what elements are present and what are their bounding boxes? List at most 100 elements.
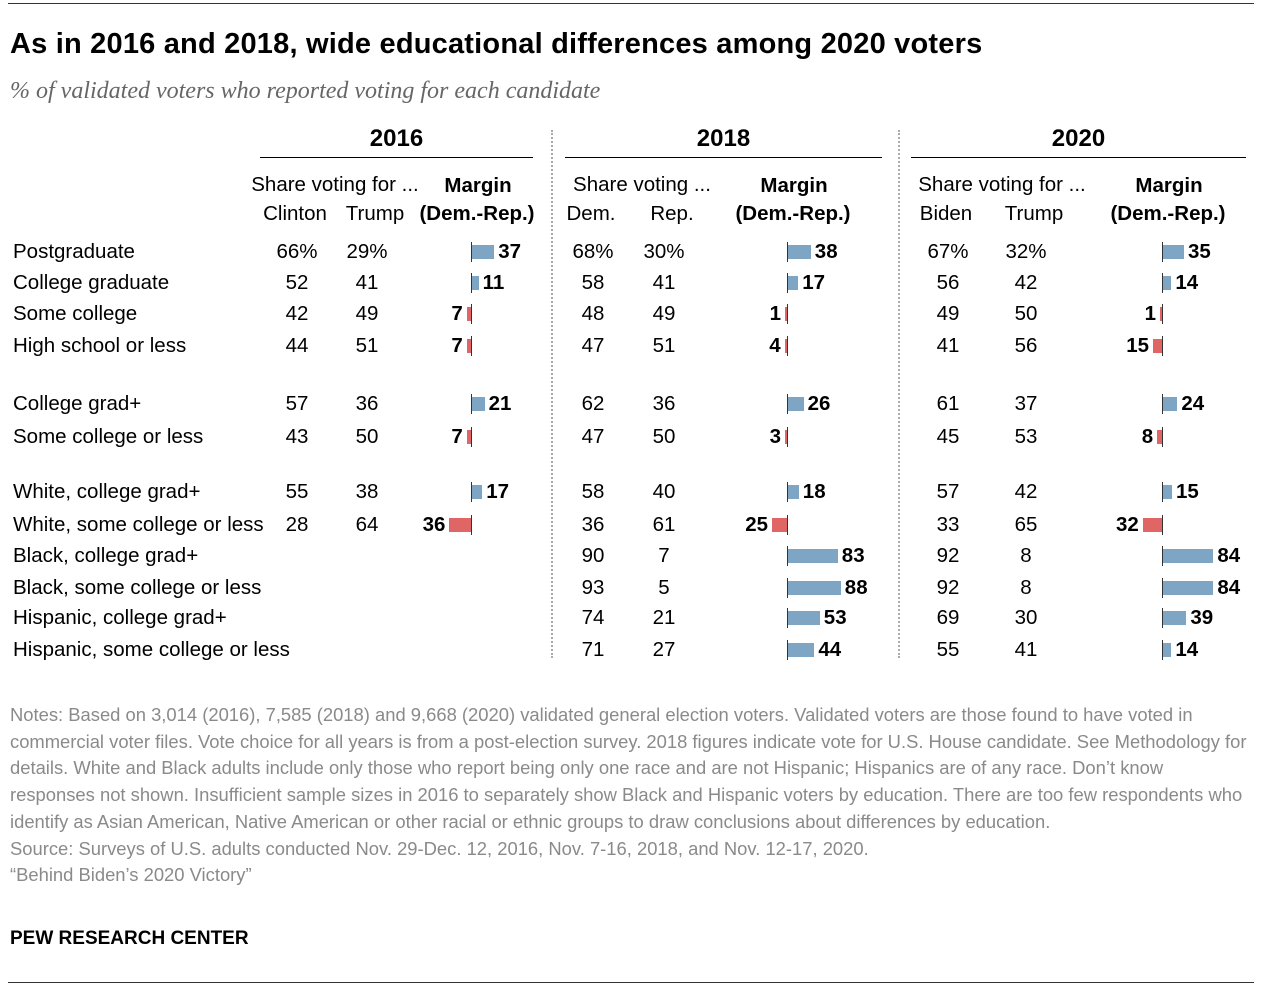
margin-bar-dem	[1163, 397, 1178, 411]
margin-axis	[471, 336, 472, 356]
margin-value: 21	[488, 392, 512, 415]
row-label: Some college or less	[13, 425, 204, 448]
margin-value: 24	[1181, 392, 1205, 415]
dem-share: 56	[936, 271, 960, 294]
margin-axis	[787, 640, 788, 660]
row-label: Hispanic, college grad+	[13, 606, 227, 629]
margin-bar-rep	[785, 307, 787, 321]
margin-value: 4	[769, 334, 781, 357]
dem-share: 92	[936, 544, 960, 567]
rep-share: 50	[355, 425, 379, 448]
margin-axis	[1162, 546, 1163, 566]
row-label: Some college	[13, 302, 138, 325]
dem-share: 57	[285, 392, 309, 415]
margin-value: 53	[823, 606, 847, 629]
margin-axis	[787, 608, 788, 628]
margin-value: 25	[745, 513, 768, 536]
margin-value: 7	[451, 302, 463, 325]
rep-column-header: Trump	[345, 202, 405, 225]
rep-share: 41	[652, 271, 676, 294]
dem-share: 49	[936, 302, 960, 325]
margin-value: 1	[769, 302, 781, 325]
margin-bar-rep	[772, 518, 787, 532]
rep-share: 56	[1014, 334, 1038, 357]
rep-share: 49	[652, 302, 676, 325]
rep-share: 5	[658, 576, 670, 599]
margin-value: 38	[814, 240, 838, 263]
dem-share: 71	[581, 638, 605, 661]
rep-share: 27	[652, 638, 676, 661]
margin-bar-dem	[788, 549, 838, 563]
rep-share: 36	[652, 392, 676, 415]
margin-value: 7	[451, 425, 463, 448]
row-label: Postgraduate	[13, 240, 135, 263]
margin-bar-dem	[788, 397, 804, 411]
chart-title: As in 2016 and 2018, wide educational di…	[10, 28, 983, 60]
row-label: College grad+	[13, 392, 142, 415]
margin-bar-rep	[1160, 307, 1162, 321]
row-label: Black, some college or less	[13, 576, 262, 599]
margin-axis	[787, 482, 788, 502]
rep-share: 40	[652, 480, 676, 503]
rep-share: 36	[355, 392, 379, 415]
margin-value: 35	[1188, 240, 1211, 263]
margin-bar-rep	[785, 430, 787, 444]
column-separator	[898, 130, 900, 658]
margin-axis	[471, 242, 472, 262]
margin-bar-dem	[1163, 549, 1214, 563]
margin-axis	[787, 515, 788, 535]
margin-bar-rep	[1153, 339, 1162, 353]
dem-share: 61	[936, 392, 960, 415]
margin-bar-dem	[788, 581, 841, 595]
row-label: White, some college or less	[13, 513, 264, 536]
margin-axis	[1162, 515, 1163, 535]
margin-bar-rep	[449, 518, 471, 532]
rep-share: 65	[1014, 513, 1038, 536]
margin-axis	[787, 336, 788, 356]
share-voting-label: Share voting ...	[573, 173, 711, 196]
dem-share: 62	[581, 392, 605, 415]
margin-header: Margin	[444, 174, 512, 197]
margin-axis	[787, 273, 788, 293]
year-heading: 2020	[1051, 125, 1106, 152]
margin-axis	[787, 427, 788, 447]
share-voting-label: Share voting for ...	[918, 173, 1086, 196]
year-heading: 2016	[369, 125, 424, 152]
margin-value: 8	[1141, 425, 1154, 448]
margin-axis	[787, 546, 788, 566]
margin-value: 88	[844, 576, 868, 599]
margin-axis	[471, 394, 472, 414]
dem-share: 92	[936, 576, 960, 599]
margin-value: 17	[802, 271, 825, 294]
rep-share: 42	[1014, 480, 1038, 503]
dem-share: 33	[936, 513, 960, 536]
rep-share: 8	[1020, 544, 1032, 567]
margin-bar-rep	[1157, 430, 1162, 444]
margin-axis	[1162, 394, 1163, 414]
margin-axis	[471, 273, 472, 293]
rep-share: 30%	[643, 240, 685, 263]
margin-bar-rep	[466, 430, 471, 444]
margin-axis	[1162, 640, 1163, 660]
margin-axis	[1162, 273, 1163, 293]
notes: Notes: Based on 3,014 (2016), 7,585 (201…	[10, 702, 1250, 889]
margin-bar-rep	[466, 307, 471, 321]
margin-bar-dem	[788, 485, 799, 499]
dem-column-header: Clinton	[263, 202, 327, 225]
year-heading: 2018	[696, 125, 751, 152]
dem-share: 47	[581, 334, 605, 357]
row-label: College graduate	[13, 271, 170, 294]
margin-axis	[1162, 427, 1163, 447]
margin-bar-rep	[784, 339, 787, 353]
source-text: Source: Surveys of U.S. adults conducted…	[10, 837, 869, 859]
margin-value: 7	[451, 334, 463, 357]
margin-value: 84	[1217, 544, 1241, 567]
dem-share: 68%	[572, 240, 614, 263]
rep-column-header: Rep.	[650, 202, 694, 225]
margin-value: 15	[1126, 334, 1149, 357]
margin-bar-dem	[788, 276, 799, 290]
dem-share: 55	[285, 480, 309, 503]
dem-share: 58	[581, 480, 605, 503]
rep-share: 7	[658, 544, 670, 567]
